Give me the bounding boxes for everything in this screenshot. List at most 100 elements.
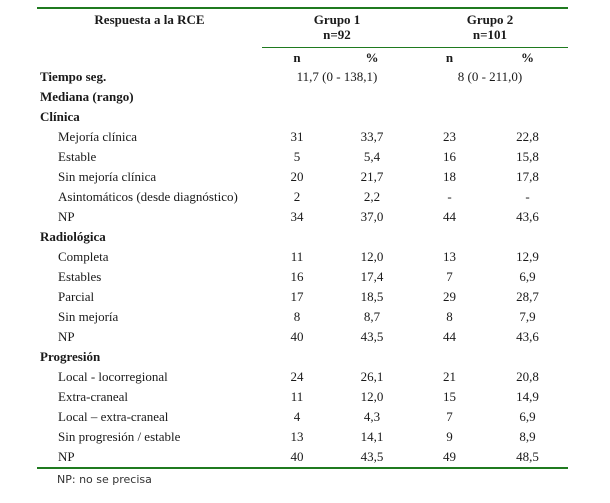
table-row: Radiológica [37, 227, 568, 247]
cell-value: 49 [443, 449, 456, 464]
cell-value: 12,0 [360, 389, 384, 404]
cell-value: 24 [290, 369, 304, 384]
cell-value: 2,2 [363, 189, 381, 204]
cell-value: 17 [290, 289, 304, 304]
cell-value: 5 [293, 149, 301, 164]
cell-value: 8,7 [363, 309, 381, 324]
cell-value: 18 [443, 169, 456, 184]
subheader-n2: n [445, 49, 454, 65]
table-row: Estable 5 5,4 16 15,8 [37, 147, 568, 167]
group2-span-value [412, 87, 568, 107]
empty-cell [262, 227, 568, 247]
group2-size: n=101 [472, 27, 508, 42]
cell-value: 14,9 [516, 389, 539, 404]
empty-cell [262, 107, 568, 127]
table-row: Local - locorregional 24 26,1 21 20,8 [37, 367, 568, 387]
cell-value: 20 [290, 169, 304, 184]
cell-value: 22,8 [516, 129, 539, 144]
table-row: Tiempo seg. 11,7 (0 - 138,1) 8 (0 - 211,0) [37, 67, 568, 87]
cell-value: 44 [443, 209, 456, 224]
cell-value: 43,6 [516, 329, 539, 344]
row-label: Estables [58, 269, 102, 284]
results-table: Respuesta a la RCE Grupo 1 n=92 Grupo 2 … [37, 7, 568, 469]
cell-value: 16 [443, 149, 456, 164]
row-label: Mediana (rango) [40, 89, 134, 104]
cell-value: 20,8 [516, 369, 539, 384]
group2-header: Grupo 2 n=101 [412, 8, 568, 48]
cell-value: - [447, 189, 452, 204]
row-label: Sin progresión / estable [58, 429, 181, 444]
cell-value: 11 [290, 249, 304, 264]
table-row: Asintomáticos (desde diagnóstico) 2 2,2 - - [37, 187, 568, 207]
group1-size: n=92 [323, 27, 351, 42]
cell-value: 15,8 [516, 149, 539, 164]
cell-value: 11 [290, 389, 304, 404]
cell-value: 28,7 [516, 289, 539, 304]
table-row: Clínica [37, 107, 568, 127]
cell-value: 43,6 [516, 209, 539, 224]
row-label: Sin mejoría [58, 309, 119, 324]
cell-value: 12,0 [360, 249, 384, 264]
cell-value: 26,1 [360, 369, 384, 384]
cell-value: 44 [443, 329, 456, 344]
table-row: Progresión [37, 347, 568, 367]
subheader-empty [37, 48, 262, 68]
section-label: Clínica [40, 109, 80, 124]
corner-header: Respuesta a la RCE [94, 12, 205, 27]
row-label: Completa [58, 249, 109, 264]
table-row: Extra-craneal 11 12,0 15 14,9 [37, 387, 568, 407]
table-row: Local – extra-craneal 4 4,3 7 6,9 [37, 407, 568, 427]
row-label: Local – extra-craneal [58, 409, 169, 424]
table-row: Mejoría clínica 31 33,7 23 22,8 [37, 127, 568, 147]
cell-value: 8 [293, 309, 301, 324]
header-row-groups: Respuesta a la RCE Grupo 1 n=92 Grupo 2 … [37, 8, 568, 48]
cell-value: 31 [290, 129, 304, 144]
cell-value: 17,8 [516, 169, 539, 184]
cell-value: 21,7 [360, 169, 384, 184]
group2-label: Grupo 2 [466, 12, 514, 27]
row-label: Tiempo seg. [40, 69, 107, 84]
table-row: Sin mejoría 8 8,7 8 7,9 [37, 307, 568, 327]
table-row: Parcial 17 18,5 29 28,7 [37, 287, 568, 307]
table-row: Sin progresión / estable 13 14,1 9 8,9 [37, 427, 568, 447]
row-label: Asintomáticos (desde diagnóstico) [58, 189, 238, 204]
cell-value: 8 [446, 309, 453, 324]
cell-value: 6,9 [519, 409, 536, 424]
cell-value: 21 [443, 369, 456, 384]
table-row: Mediana (rango) [37, 87, 568, 107]
cell-value: 40 [290, 449, 304, 464]
cell-value: 37,0 [360, 209, 384, 224]
cell-value: 6,9 [519, 269, 536, 284]
cell-value: 17,4 [360, 269, 384, 284]
cell-value: 29 [443, 289, 456, 304]
group2-span-value: 8 (0 - 211,0) [457, 69, 523, 84]
cell-value: 18,5 [360, 289, 384, 304]
cell-value: 16 [290, 269, 304, 284]
row-label: Local - locorregional [58, 369, 168, 384]
cell-value: 7 [446, 269, 453, 284]
cell-value: 9 [446, 429, 453, 444]
cell-value: 12,9 [516, 249, 539, 264]
row-label: Extra-craneal [58, 389, 129, 404]
cell-value: 48,5 [516, 449, 539, 464]
cell-value: 4,3 [363, 409, 381, 424]
footnote: NP: no se precisa [57, 473, 152, 486]
cell-value: 13 [290, 429, 304, 444]
section-label: Radiológica [40, 229, 106, 244]
cell-value: 33,7 [360, 129, 384, 144]
empty-cell [262, 347, 568, 367]
row-label: Parcial [58, 289, 95, 304]
cell-value: 13 [443, 249, 456, 264]
cell-value: 5,4 [363, 149, 381, 164]
cell-value: 43,5 [360, 329, 384, 344]
cell-value: 2 [293, 189, 301, 204]
section-label: Progresión [40, 349, 101, 364]
table-row: NP 40 43,5 49 48,5 [37, 447, 568, 468]
cell-value: 43,5 [360, 449, 384, 464]
table-header: Respuesta a la RCE Grupo 1 n=92 Grupo 2 … [37, 8, 568, 67]
cell-value: 40 [290, 329, 304, 344]
table-body: Tiempo seg. 11,7 (0 - 138,1) 8 (0 - 211,0)… [37, 67, 568, 468]
row-label: Sin mejoría clínica [58, 169, 157, 184]
cell-value: 4 [293, 409, 301, 424]
